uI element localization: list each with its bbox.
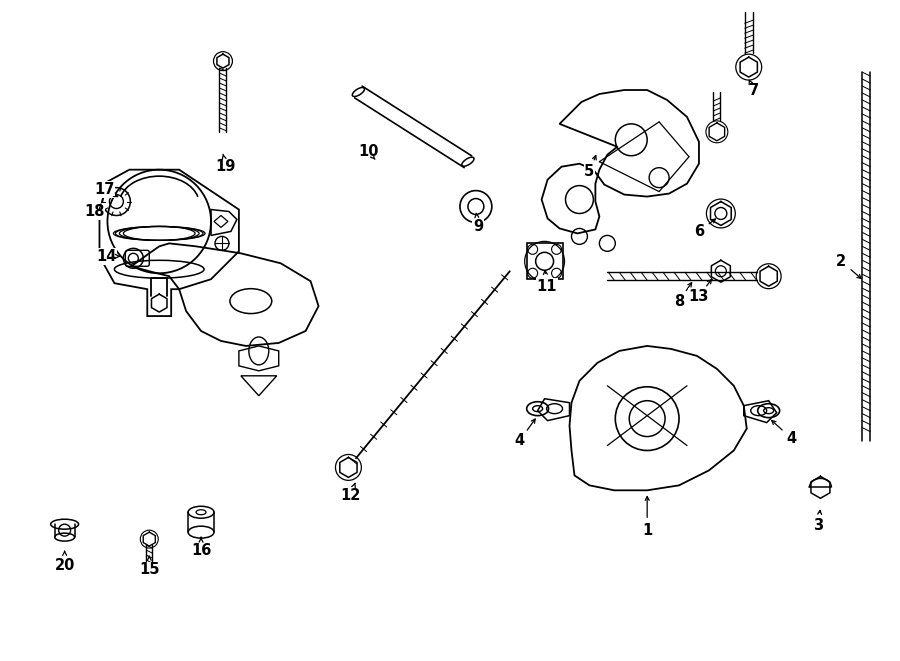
Text: 6: 6 <box>694 224 704 239</box>
Text: 15: 15 <box>139 563 159 578</box>
Text: 3: 3 <box>814 518 824 533</box>
Text: 4: 4 <box>787 431 796 446</box>
Text: 17: 17 <box>94 182 114 197</box>
Text: 19: 19 <box>216 159 236 175</box>
Text: 14: 14 <box>96 249 117 264</box>
Text: 20: 20 <box>54 557 75 572</box>
Text: 4: 4 <box>515 433 525 448</box>
Text: 8: 8 <box>674 293 684 309</box>
Text: 13: 13 <box>688 289 709 303</box>
Text: 9: 9 <box>472 219 483 234</box>
Text: 2: 2 <box>836 254 846 269</box>
Text: 16: 16 <box>191 543 211 558</box>
Text: 11: 11 <box>536 279 557 293</box>
Text: 18: 18 <box>85 204 104 219</box>
Text: 12: 12 <box>340 488 361 503</box>
Text: 1: 1 <box>642 523 652 537</box>
Text: 7: 7 <box>749 83 759 98</box>
Text: 10: 10 <box>358 144 379 159</box>
Text: 5: 5 <box>584 164 595 179</box>
